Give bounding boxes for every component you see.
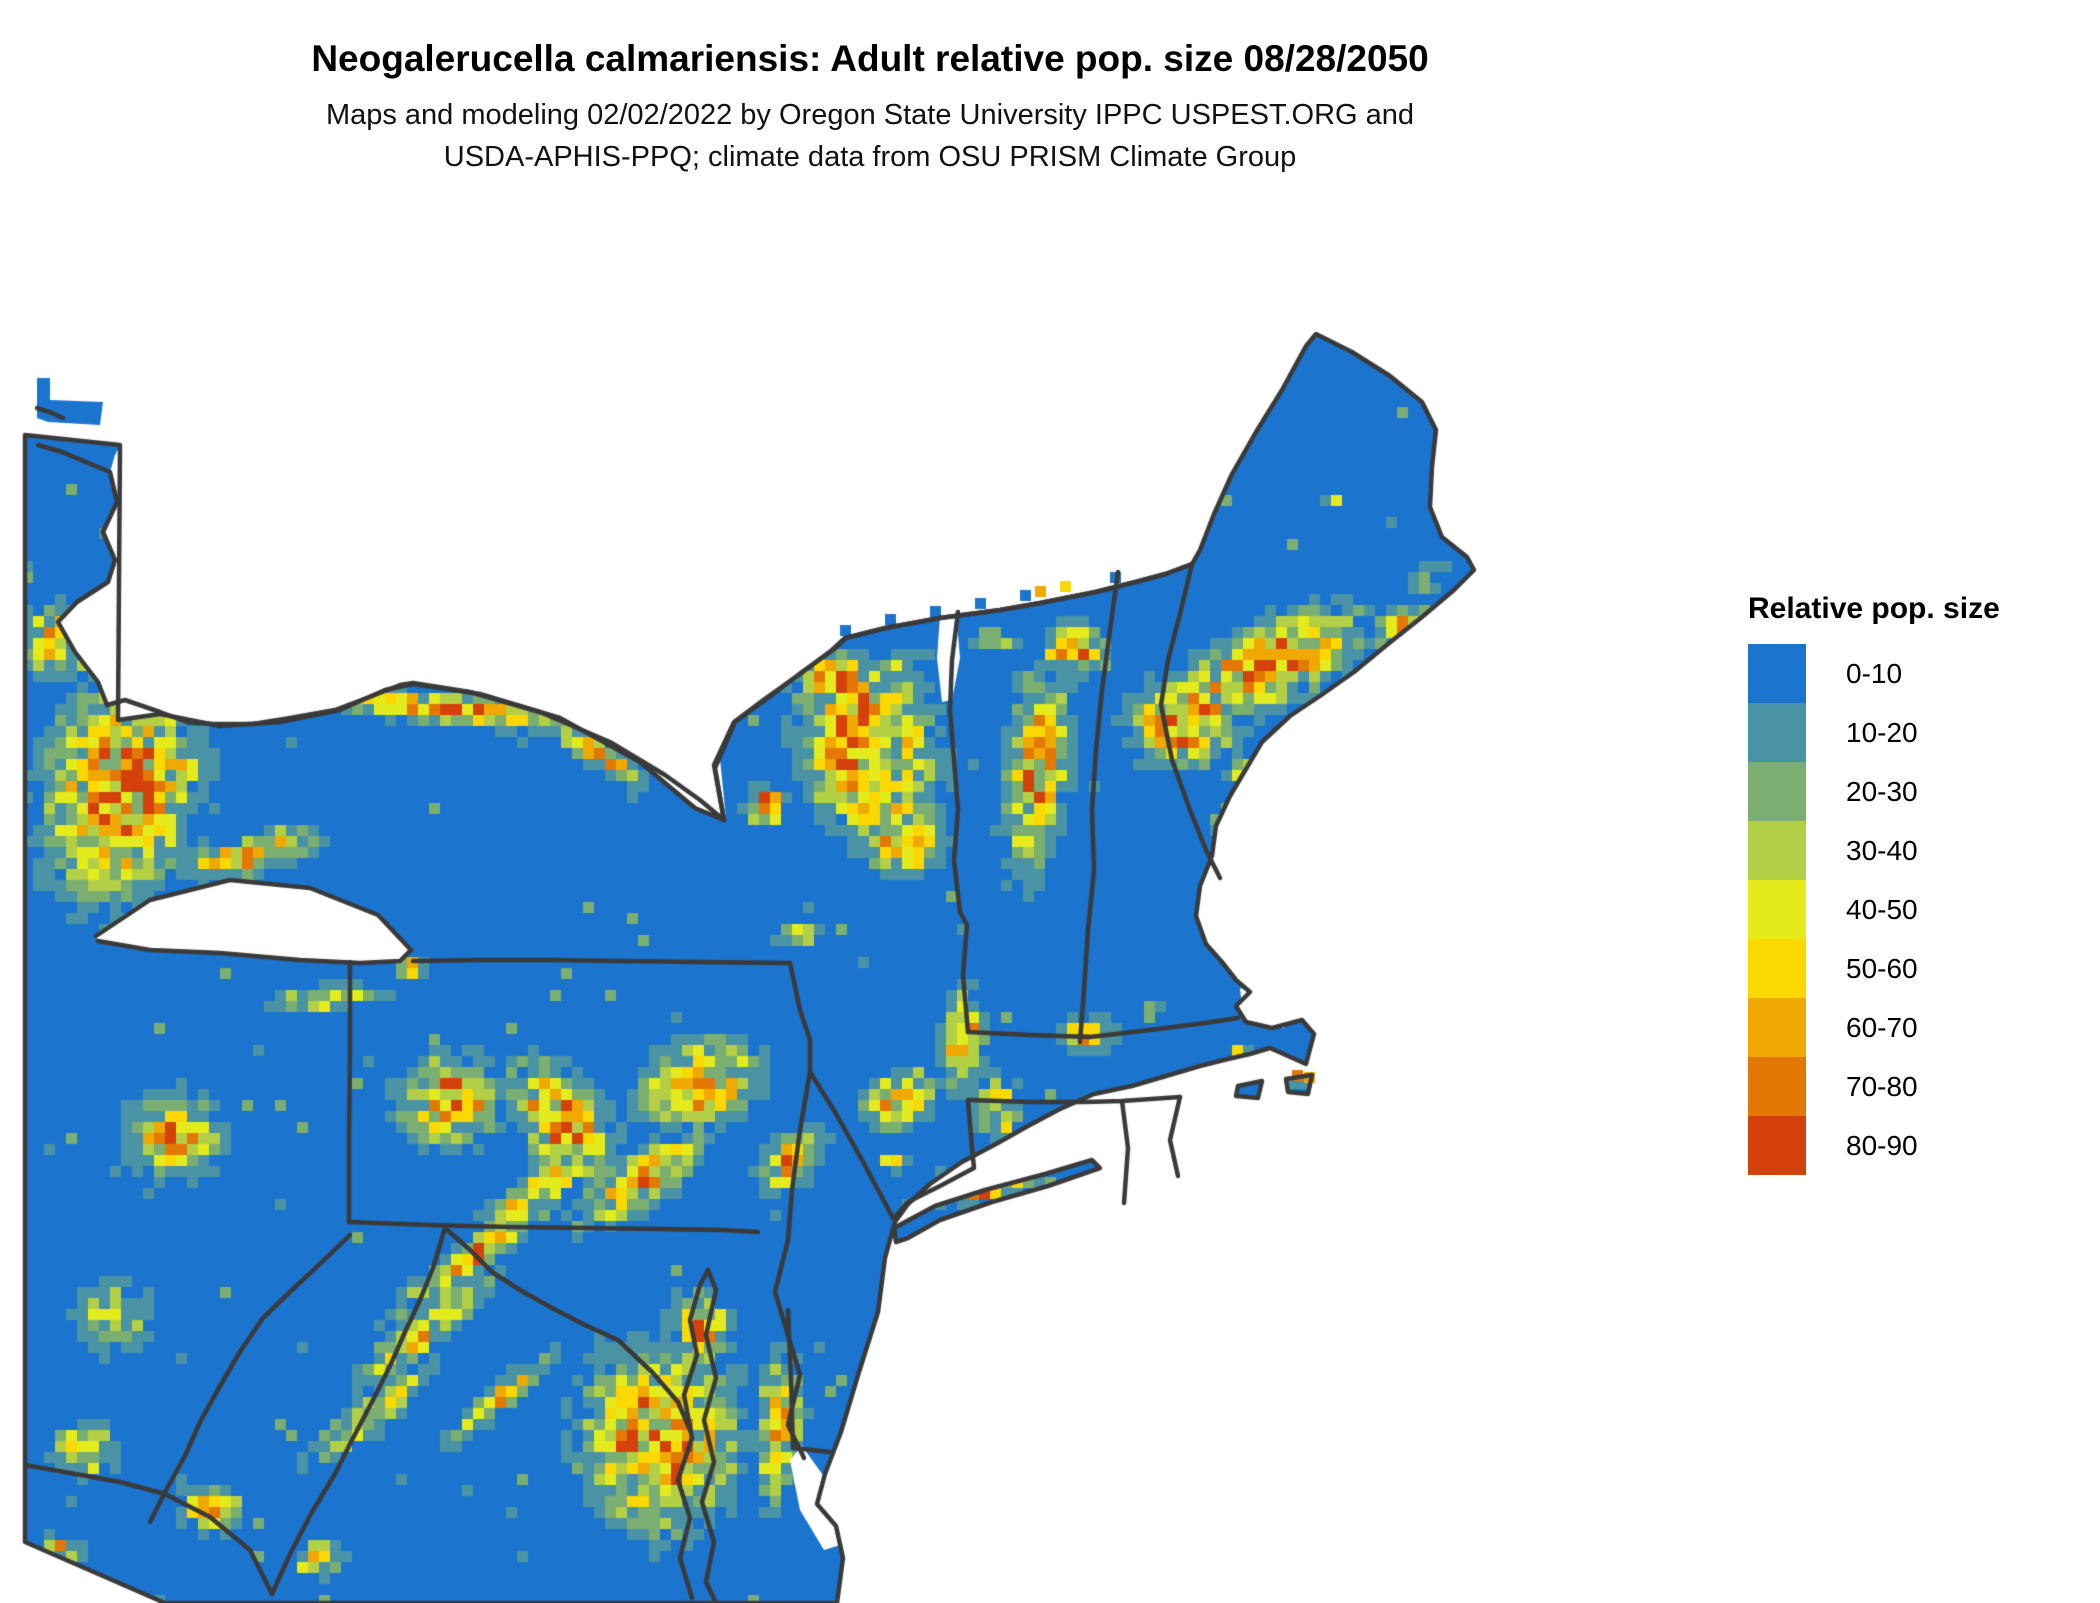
color-swatch-icon xyxy=(1748,762,1806,821)
legend-item: 30-40 xyxy=(1748,821,2088,880)
legend-label: 30-40 xyxy=(1846,834,1918,866)
legend-item: 50-60 xyxy=(1748,939,2088,998)
color-swatch-icon xyxy=(1748,644,1806,703)
legend-label: 0-10 xyxy=(1846,657,1903,689)
legend-item: 0-10 xyxy=(1748,644,2088,703)
legend-label: 80-90 xyxy=(1846,1129,1918,1161)
color-swatch-icon xyxy=(1748,1116,1806,1175)
map-subtitle: Maps and modeling 02/02/2022 by Oregon S… xyxy=(0,94,1740,178)
legend-label: 20-30 xyxy=(1846,775,1918,807)
legend-label: 60-70 xyxy=(1846,1011,1918,1043)
legend-label: 10-20 xyxy=(1846,716,1918,748)
header: Neogalerucella calmariensis: Adult relat… xyxy=(0,38,1740,178)
color-swatch-icon xyxy=(1748,821,1806,880)
color-swatch-icon xyxy=(1748,880,1806,939)
legend-item: 60-70 xyxy=(1748,998,2088,1057)
color-swatch-icon xyxy=(1748,998,1806,1057)
color-swatch-icon xyxy=(1748,703,1806,762)
legend-label: 40-50 xyxy=(1846,893,1918,925)
legend-title: Relative pop. size xyxy=(1748,592,2000,625)
legend-item: 20-30 xyxy=(1748,762,2088,821)
color-swatch-icon xyxy=(1748,1057,1806,1116)
legend-item: 70-80 xyxy=(1748,1057,2088,1116)
legend-label: 50-60 xyxy=(1846,952,1918,984)
legend-item: 40-50 xyxy=(1748,880,2088,939)
legend: Relative pop. size 0-10 10-20 20-30 30-40 40… xyxy=(1748,592,2088,1175)
legend-item: 10-20 xyxy=(1748,703,2088,762)
legend-label: 70-80 xyxy=(1846,1070,1918,1102)
subtitle-line-1: Maps and modeling 02/02/2022 by Oregon S… xyxy=(325,99,1415,131)
legend-rows: 0-10 10-20 20-30 30-40 40-50 50-60 60-70 70-80 8… xyxy=(1748,644,2088,1175)
subtitle-line-2: USDA-APHIS-PPQ; climate data from OSU PR… xyxy=(443,141,1297,174)
map-title: Neogalerucella calmariensis: Adult relat… xyxy=(311,38,1429,79)
color-swatch-icon xyxy=(1748,939,1806,998)
legend-item: 80-90 xyxy=(1748,1116,2088,1175)
